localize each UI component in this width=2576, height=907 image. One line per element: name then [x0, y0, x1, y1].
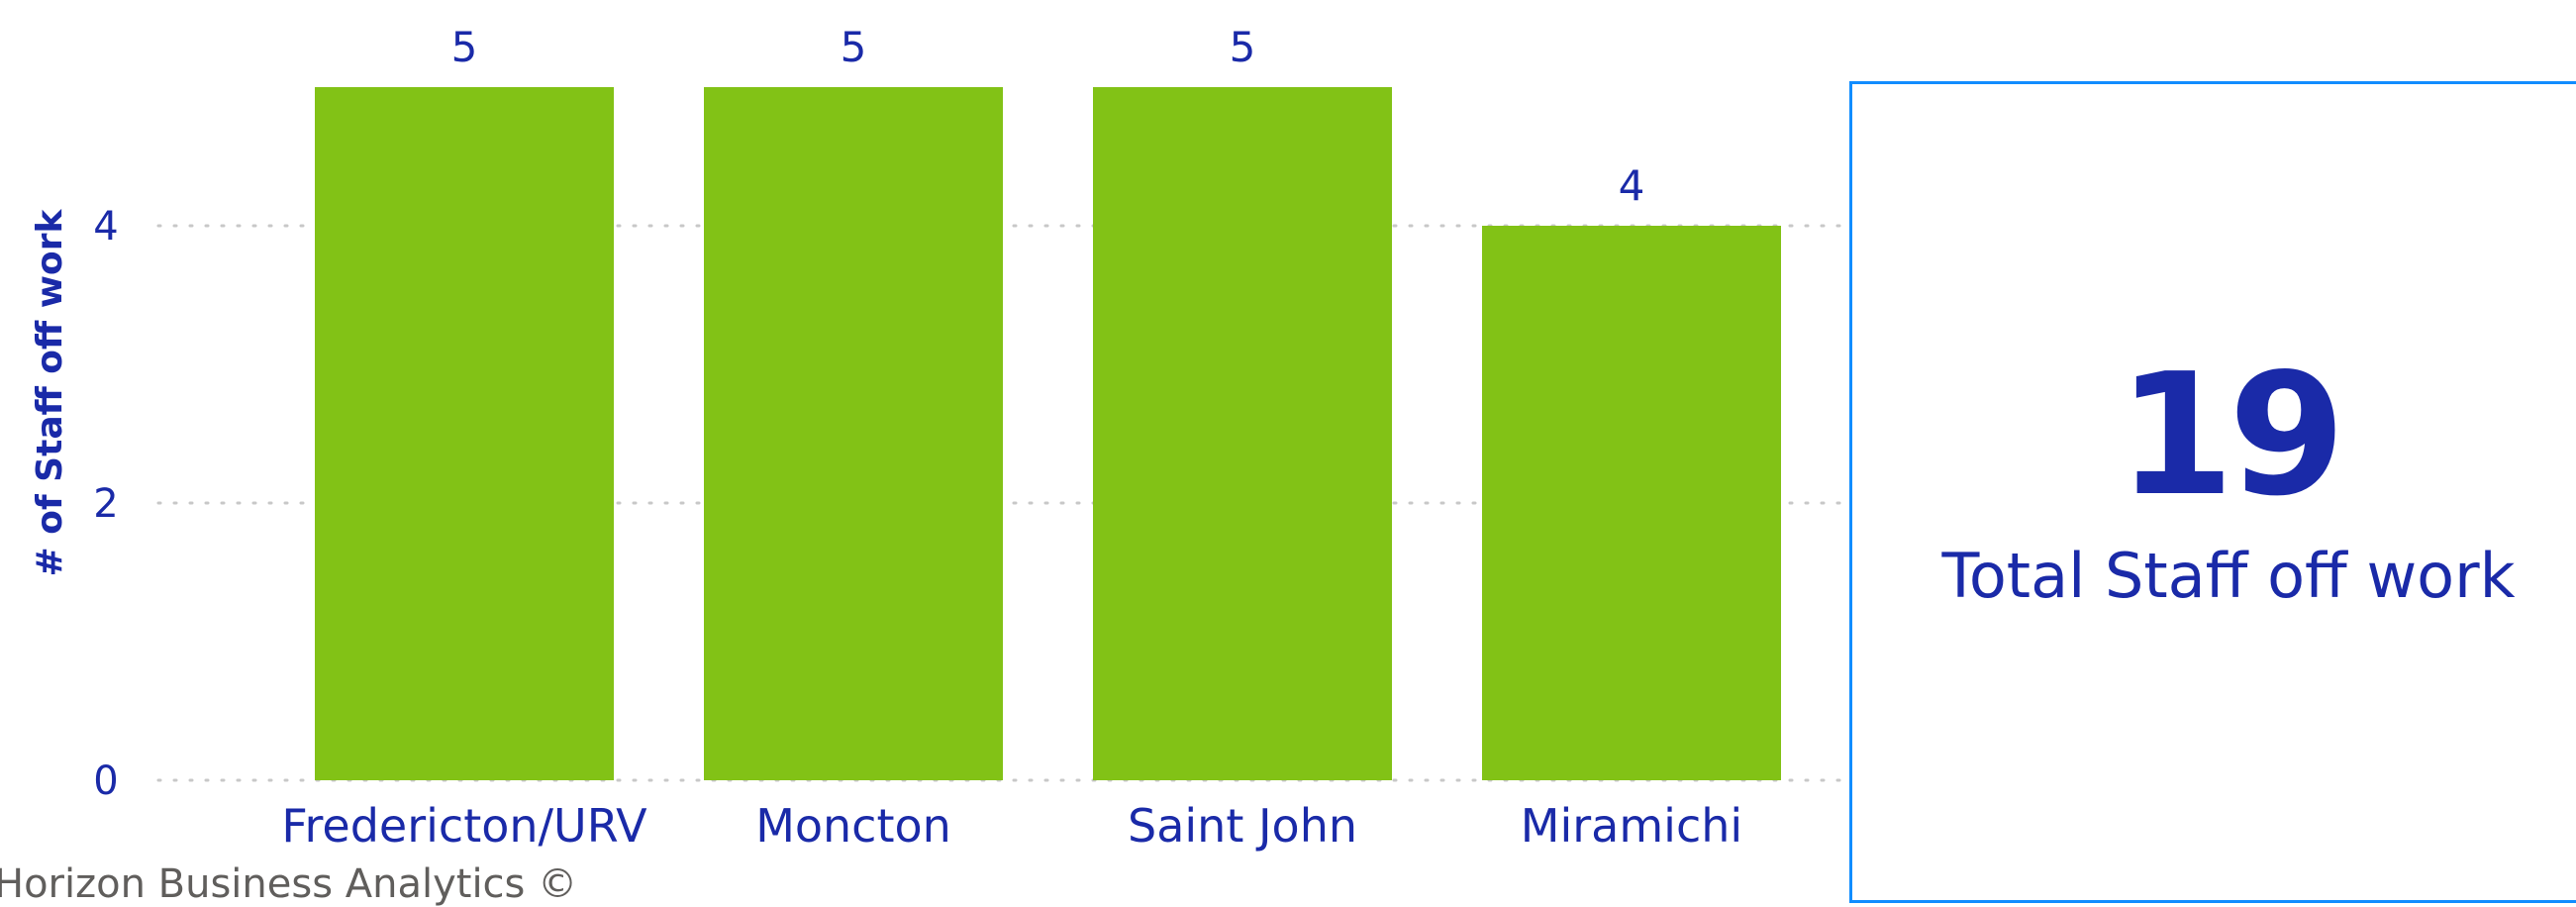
y-tick-label: 4	[93, 204, 118, 250]
x-category-label: Moncton	[755, 799, 951, 853]
kpi-value: 19	[2117, 338, 2346, 534]
x-category-label: Miramichi	[1521, 799, 1742, 853]
bar	[315, 87, 614, 780]
bar	[1482, 226, 1781, 780]
x-axis-categories: Fredericton/URV Moncton Saint John Miramich…	[281, 799, 1742, 853]
kpi-card[interactable]: 19 Total Staff off work	[1849, 81, 2576, 903]
data-label: 4	[1619, 161, 1645, 210]
bars	[315, 87, 1781, 780]
x-category-label: Saint John	[1128, 799, 1357, 853]
kpi-label: Total Staff off work	[1941, 540, 2516, 612]
bar-chart: 5 5 5 4 0 2 4 Fredericton/URV Moncton Saint Joh…	[30, 23, 1940, 853]
y-axis-ticks: 0 2 4	[93, 204, 118, 804]
y-tick-label: 2	[93, 481, 118, 527]
y-axis-title: # of Staff off work	[30, 209, 70, 577]
x-category-label: Fredericton/URV	[281, 799, 647, 853]
bar	[704, 87, 1003, 780]
y-tick-label: 0	[93, 758, 118, 804]
bar	[1093, 87, 1392, 780]
data-label: 5	[1230, 23, 1256, 71]
data-labels: 5 5 5 4	[451, 23, 1645, 210]
data-label: 5	[451, 23, 478, 71]
data-label: 5	[841, 23, 867, 71]
footer-branding: Horizon Business Analytics ©	[0, 861, 578, 907]
